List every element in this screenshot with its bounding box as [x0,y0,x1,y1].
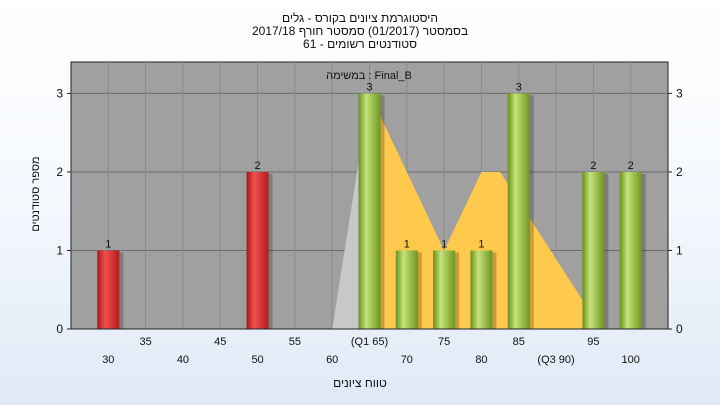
chart-registered-count: סטודנטים רשומים - 61 [303,37,417,51]
x-tick-label-60: 60 [326,354,338,366]
bar-95 [582,171,605,329]
bars: 1 2 3 1 1 1 3 2 2 [97,81,646,329]
y-tick-label-right-3: 3 [676,86,683,100]
chart-semester: בסמסטר (01/2017) סמסטר חורף 2017/18 [251,24,469,38]
x-tick-label-30: 30 [102,354,114,366]
y-tick-label-left-2: 2 [56,165,63,179]
quartile-area [369,93,586,329]
x-tick-label-35: 35 [140,336,152,348]
x-tick-label-75: 75 [438,336,450,348]
bar-50 [246,171,269,329]
y-tick-label-left-3: 3 [56,86,63,100]
bar-label-95: 2 [590,160,596,172]
bar-label-80: 1 [478,238,484,250]
x-tick-label-100: 100 [622,354,640,366]
bar-label-65: 3 [366,81,372,93]
bar-30 [97,250,120,329]
x-tick-label-45: 45 [214,336,226,348]
axes: 0 0 1 1 2 2 3 3 30 35 40 45 50 55 60 (Q1 65) 70 75 80 85 (Q3… [56,86,683,366]
y-tick-label-right-2: 2 [676,165,683,179]
bar-label-100: 2 [628,160,634,172]
bar-label-30: 1 [105,238,111,250]
y-tick-label-right-1: 1 [676,243,683,257]
bar-70 [395,250,418,329]
x-tick-label-80: 80 [475,354,487,366]
x-axis-label: טווח ציונים [333,376,387,390]
x-tick-label-40: 40 [177,354,189,366]
bar-75 [433,250,456,329]
bar-85 [507,93,530,329]
y-tick-label-right-0: 0 [676,322,683,336]
bar-80 [470,250,493,329]
bar-label-70: 1 [404,238,410,250]
bar-label-75: 1 [441,238,447,250]
x-tick-label-95: 95 [587,336,599,348]
y-axis-label: מספר סטודנטים [30,156,42,232]
y-tick-label-left-1: 1 [56,243,63,257]
x-tick-label-70: 70 [401,354,413,366]
bar-label-85: 3 [516,81,522,93]
x-tick-label-85: 85 [513,336,525,348]
bar-label-50: 2 [255,160,261,172]
x-tick-label-90: (Q3 90) [537,354,574,366]
chart-title: היסטוגרמת ציונים בקורס - גלים [281,11,439,25]
chart-subtitle: במשימה : Final_B [326,70,412,82]
x-tick-label-65: (Q1 65) [351,336,388,348]
x-tick-label-55: 55 [289,336,301,348]
bar-100 [619,171,642,329]
bar-65 [358,93,381,329]
x-tick-label-50: 50 [251,354,263,366]
y-tick-label-left-0: 0 [56,322,63,336]
